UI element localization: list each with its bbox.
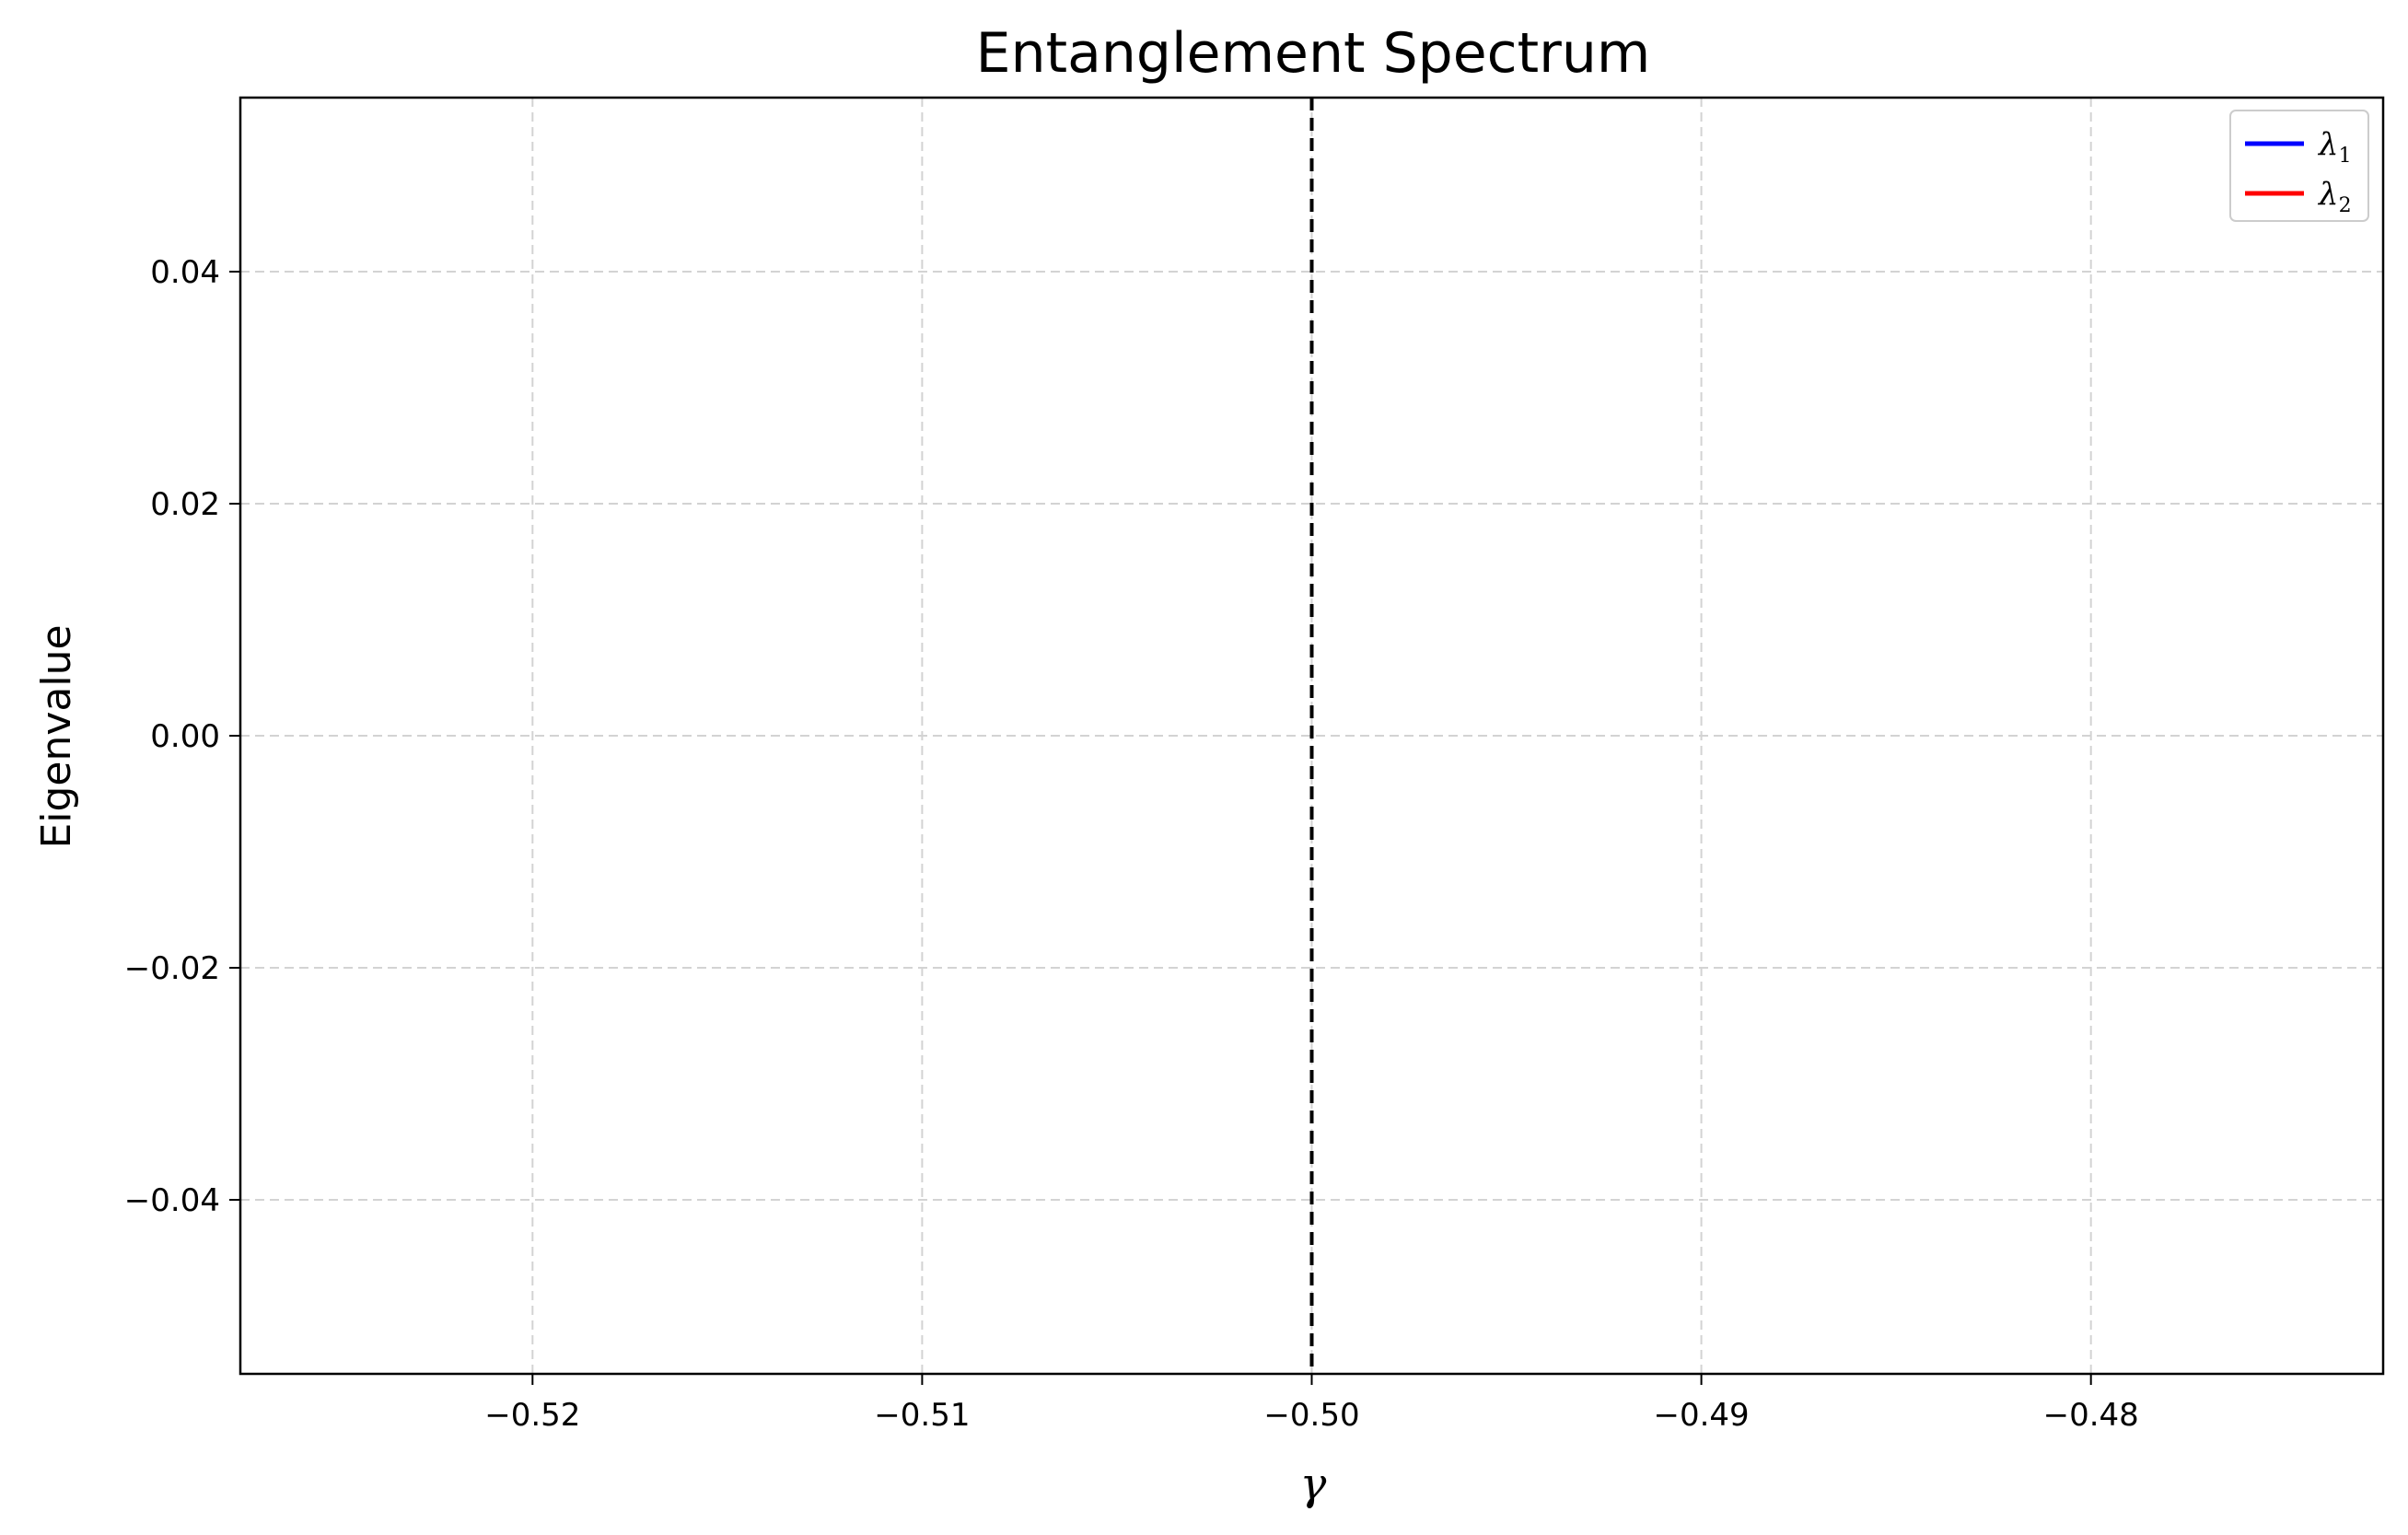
x-tick-label: −0.51	[874, 1397, 970, 1434]
legend-label: λ2	[2317, 176, 2352, 217]
x-tick-label: −0.48	[2043, 1397, 2139, 1434]
x-tick-label: −0.50	[1263, 1397, 1359, 1434]
x-axis-ticks: −0.52 −0.51 −0.50 −0.49 −0.48	[484, 1374, 2139, 1434]
x-tick-label: −0.49	[1653, 1397, 1749, 1434]
y-axis-label: Eigenvalue	[33, 624, 80, 848]
y-tick-label: 0.02	[150, 486, 220, 523]
x-axis-label: γ	[1300, 1459, 1327, 1510]
y-tick-label: 0.04	[150, 254, 220, 291]
legend-label: λ1	[2317, 126, 2352, 168]
y-tick-label: −0.04	[124, 1182, 220, 1219]
y-tick-label: −0.02	[124, 950, 220, 987]
chart-title: Entanglement Spectrum	[976, 21, 1651, 86]
x-tick-label: −0.52	[484, 1397, 580, 1434]
y-axis-ticks: 0.04 0.02 0.00 −0.02 −0.04	[124, 254, 240, 1219]
y-tick-label: 0.00	[150, 718, 220, 755]
